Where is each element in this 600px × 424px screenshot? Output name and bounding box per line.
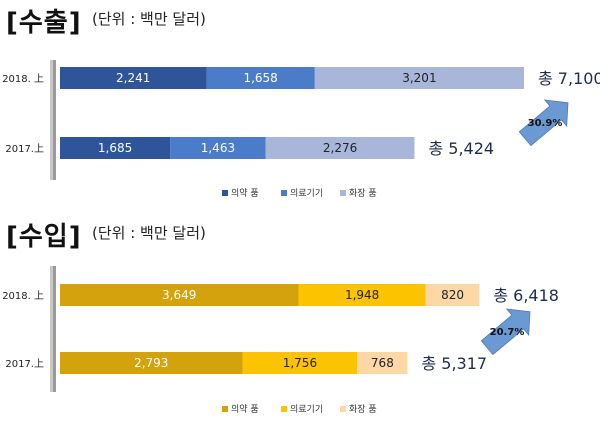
export-bar-segment — [170, 137, 266, 159]
export-value-label: 2,276 — [323, 141, 357, 155]
export-value-label: 2,241 — [116, 71, 150, 85]
import-value-label: 820 — [441, 288, 464, 302]
export-value-label: 1,658 — [243, 71, 277, 85]
export-bar-segment — [314, 67, 524, 89]
import-value-label: 768 — [371, 356, 394, 370]
import-unit: (단위 : 백만 달러) — [92, 224, 206, 242]
import-year-label: 2017.上 — [5, 358, 44, 370]
import-year-label: 2018. 上 — [2, 290, 44, 302]
import-title: [수입] — [6, 222, 82, 252]
export-bar-segment — [206, 67, 315, 89]
import-legend-swatch — [340, 406, 346, 412]
import-value-label: 1,948 — [345, 288, 379, 302]
export-total-label: 총 5,424 — [428, 139, 494, 158]
export-axis-line — [53, 60, 56, 180]
export-year-label: 2017.上 — [5, 143, 44, 155]
export-bar-segment — [60, 67, 207, 89]
import-bar-segment — [242, 352, 358, 374]
export-value-label: 3,201 — [402, 71, 436, 85]
import-value-label: 1,756 — [283, 356, 317, 370]
export-legend-swatch — [281, 190, 287, 196]
import-legend-label: 화장 품 — [349, 404, 377, 415]
import-value-label: 3,649 — [162, 288, 196, 302]
import-bar-segment — [60, 352, 243, 374]
import-total-label: 총 6,418 — [493, 286, 559, 305]
import-bar-segment — [298, 284, 426, 306]
export-legend-swatch — [222, 190, 228, 196]
import-bar-segment — [425, 284, 480, 306]
import-total-label: 총 5,317 — [421, 354, 487, 373]
import-value-label: 2,793 — [134, 356, 168, 370]
export-bar-segment — [60, 137, 171, 159]
export-legend-label: 의약 품 — [231, 187, 259, 199]
import-chart: 2018. 上 3,649 1,948 820 총 6,418 2017.上 2,793 1,… — [2, 266, 559, 415]
import-legend-label: 의료기기 — [290, 404, 323, 415]
import-growth-label: 20.7% — [490, 327, 525, 338]
import-bar-segment — [357, 352, 408, 374]
export-legend-swatch — [340, 190, 346, 196]
import-legend-label: 의약 품 — [231, 403, 259, 415]
export-legend-label: 의료기기 — [290, 188, 323, 199]
export-legend-label: 화장 품 — [349, 188, 377, 199]
export-chart: 2018. 上 2,241 1,658 3,201 총 7,100 2017.上 1,685… — [2, 60, 600, 199]
export-bar-segment — [265, 137, 415, 159]
import-panel: [수입] (단위 : 백만 달러) 2018. 上 3,649 1,948 820 총 … — [0, 210, 600, 420]
export-title: [수출] — [6, 8, 82, 38]
import-axis-line — [53, 266, 56, 392]
import-legend-swatch — [222, 406, 228, 412]
import-legend-swatch — [281, 406, 287, 412]
export-growth-label: 30.9% — [528, 118, 563, 129]
export-unit: (단위 : 백만 달러) — [92, 10, 206, 28]
export-growth-arrow — [518, 99, 569, 147]
import-growth-arrow — [480, 308, 531, 356]
export-value-label: 1,685 — [98, 141, 132, 155]
export-year-label: 2018. 上 — [2, 73, 44, 85]
import-bar-segment — [60, 284, 299, 306]
export-total-label: 총 7,100 — [538, 69, 600, 88]
export-panel: [수출] (단위 : 백만 달러) 2018. 上 2,241 1,658 3,201… — [0, 0, 600, 210]
export-value-label: 1,463 — [201, 141, 235, 155]
